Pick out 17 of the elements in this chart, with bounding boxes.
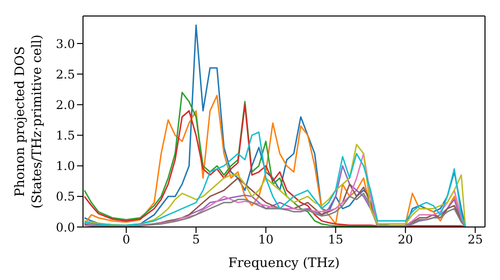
y-tick-label: 2.0 [56,98,75,112]
line-series [84,24,466,227]
x-tick-label: 15 [328,232,344,247]
y-tick-label: 1.5 [56,128,75,143]
y-tick-label: 2.5 [56,67,75,82]
x-tick-label: 10 [258,232,274,247]
x-axis-title: Frequency (THz) [228,256,340,271]
y-axis-title: Phonon projected DOS (States/THz·primitive cell) [13,34,45,209]
y-tick-label: 3.0 [56,36,75,51]
x-tick-label: 5 [192,232,200,247]
x-tick-label: 25 [468,232,483,247]
y-tick-label: 0.5 [56,190,75,204]
x-tick-label: 0 [122,232,130,247]
y-tick-label: 1.0 [56,159,75,174]
y-tick-label: 0.0 [56,220,75,234]
x-tick-label: 20 [398,232,414,247]
line-series [84,192,466,227]
